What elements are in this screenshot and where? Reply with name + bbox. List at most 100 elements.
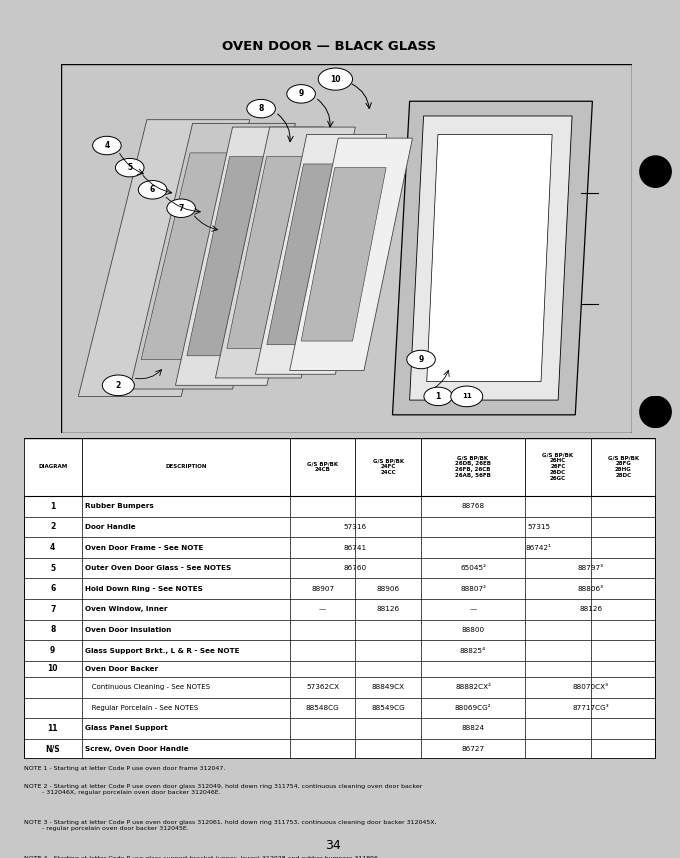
- Text: 88882CX²: 88882CX²: [455, 684, 491, 690]
- Text: 1: 1: [50, 502, 55, 511]
- Text: 10: 10: [48, 664, 58, 674]
- Bar: [24, 438, 656, 496]
- Circle shape: [318, 68, 352, 90]
- Text: 88069CG²: 88069CG²: [455, 704, 492, 710]
- Text: 1: 1: [436, 392, 441, 401]
- Text: 88849CX: 88849CX: [372, 684, 405, 690]
- Text: 86741: 86741: [344, 545, 367, 551]
- Text: 5: 5: [127, 163, 133, 172]
- Text: Oven Door Backer: Oven Door Backer: [85, 666, 158, 672]
- Text: 6: 6: [150, 185, 155, 194]
- Text: Outer Oven Door Glass - See NOTES: Outer Oven Door Glass - See NOTES: [85, 565, 231, 571]
- Text: 7: 7: [178, 203, 184, 213]
- Text: 57316: 57316: [344, 524, 367, 530]
- Text: Oven Door Frame - See NOTE: Oven Door Frame - See NOTE: [85, 545, 203, 551]
- Text: 88800: 88800: [462, 627, 485, 633]
- Text: 2: 2: [50, 523, 55, 531]
- Polygon shape: [130, 124, 295, 389]
- Text: Door Handle: Door Handle: [85, 524, 135, 530]
- Circle shape: [247, 100, 275, 118]
- Text: 65045²: 65045²: [460, 565, 486, 571]
- Text: 9: 9: [418, 355, 424, 364]
- Text: Oven Door Insulation: Oven Door Insulation: [85, 627, 171, 633]
- Text: 86727: 86727: [462, 746, 485, 752]
- Text: N/S: N/S: [46, 745, 60, 753]
- Text: G/S BP/BK
26DB, 26EB
26FB, 26CB
26AB, 56FB: G/S BP/BK 26DB, 26EB 26FB, 26CB 26AB, 56…: [455, 456, 491, 478]
- Text: 8: 8: [50, 625, 55, 634]
- Text: 88126: 88126: [579, 607, 602, 613]
- Text: 7: 7: [50, 605, 55, 613]
- Text: NOTE 4 - Starting at letter Code P use glass support bracket (upper, lower) 3120: NOTE 4 - Starting at letter Code P use g…: [24, 855, 380, 858]
- Text: 9: 9: [299, 89, 304, 99]
- Polygon shape: [392, 101, 592, 415]
- Text: G/S BP/BK
24FC
24CC: G/S BP/BK 24FC 24CC: [373, 458, 404, 475]
- Polygon shape: [78, 119, 250, 396]
- Text: 34: 34: [325, 838, 341, 852]
- Text: 88797³: 88797³: [577, 565, 604, 571]
- Text: 88806³: 88806³: [577, 586, 604, 592]
- Polygon shape: [409, 116, 572, 400]
- Polygon shape: [290, 138, 413, 371]
- Text: 11: 11: [48, 724, 58, 733]
- Polygon shape: [187, 156, 299, 356]
- Text: DESCRIPTION: DESCRIPTION: [165, 464, 207, 469]
- Text: 9: 9: [50, 646, 55, 656]
- Text: 57362CX: 57362CX: [306, 684, 339, 690]
- Text: Continuous Cleaning - See NOTES: Continuous Cleaning - See NOTES: [85, 684, 210, 690]
- Text: Glass Support Brkt., L & R - See NOTE: Glass Support Brkt., L & R - See NOTE: [85, 648, 239, 654]
- Text: 88548CG: 88548CG: [306, 704, 339, 710]
- Text: G/S BP/BK
24CB: G/S BP/BK 24CB: [307, 462, 338, 472]
- Text: 86742¹: 86742¹: [526, 545, 551, 551]
- Text: OVEN DOOR — BLACK GLASS: OVEN DOOR — BLACK GLASS: [222, 39, 436, 53]
- Text: DIAGRAM: DIAGRAM: [38, 464, 67, 469]
- Text: G/S BP/BK
28FG
28HG
28DC: G/S BP/BK 28FG 28HG 28DC: [608, 456, 639, 478]
- Text: 57315: 57315: [527, 524, 550, 530]
- Text: 11: 11: [462, 394, 472, 399]
- Text: Screw, Oven Door Handle: Screw, Oven Door Handle: [85, 746, 188, 752]
- Text: 88807²: 88807²: [460, 586, 486, 592]
- Text: Regular Porcelain - See NOTES: Regular Porcelain - See NOTES: [85, 704, 198, 710]
- Polygon shape: [267, 164, 360, 345]
- Polygon shape: [216, 127, 356, 378]
- Circle shape: [287, 85, 316, 103]
- Text: Oven Window, Inner: Oven Window, Inner: [85, 607, 167, 613]
- Polygon shape: [227, 156, 330, 348]
- Text: 5: 5: [50, 564, 55, 572]
- Text: 87717CG³: 87717CG³: [573, 704, 609, 710]
- Text: 88906: 88906: [377, 586, 400, 592]
- Text: 8: 8: [258, 104, 264, 113]
- Text: 88768: 88768: [462, 504, 485, 510]
- Circle shape: [451, 386, 483, 407]
- Polygon shape: [301, 167, 386, 341]
- Text: 10: 10: [330, 75, 341, 83]
- Circle shape: [116, 159, 144, 177]
- Text: 2: 2: [116, 381, 121, 390]
- Circle shape: [424, 387, 452, 406]
- Text: —: —: [469, 607, 477, 613]
- Text: 88070CX³: 88070CX³: [573, 684, 609, 690]
- Text: 86760: 86760: [344, 565, 367, 571]
- Text: 88907: 88907: [311, 586, 334, 592]
- Circle shape: [407, 350, 435, 369]
- Text: Glass Panel Support: Glass Panel Support: [85, 725, 167, 731]
- Text: NOTE 1 - Starting at letter Code P use oven door frame 312047.: NOTE 1 - Starting at letter Code P use o…: [24, 766, 225, 771]
- Text: 6: 6: [50, 584, 55, 593]
- Circle shape: [138, 180, 167, 199]
- Text: 88824: 88824: [462, 725, 485, 731]
- Circle shape: [102, 375, 135, 396]
- Text: NOTE 3 - Starting at letter Code P use oven door glass 312061, hold down ring 31: NOTE 3 - Starting at letter Code P use o…: [24, 820, 437, 831]
- Polygon shape: [256, 135, 387, 374]
- Text: Hold Down Ring - See NOTES: Hold Down Ring - See NOTES: [85, 586, 203, 592]
- Polygon shape: [175, 127, 324, 385]
- Polygon shape: [141, 153, 270, 360]
- Text: 88126: 88126: [377, 607, 400, 613]
- Text: 4: 4: [50, 543, 55, 552]
- Text: 4: 4: [104, 141, 109, 150]
- Polygon shape: [427, 135, 552, 382]
- Text: G/S BP/BK
26HC
26FC
26DC
26GC: G/S BP/BK 26HC 26FC 26DC 26GC: [543, 452, 573, 481]
- Text: Rubber Bumpers: Rubber Bumpers: [85, 504, 154, 510]
- Text: 88549CG: 88549CG: [371, 704, 405, 710]
- Text: —: —: [319, 607, 326, 613]
- Text: NOTE 2 - Starting at letter Code P use oven door glass 312049, hold down ring 31: NOTE 2 - Starting at letter Code P use o…: [24, 784, 422, 795]
- Circle shape: [640, 156, 671, 187]
